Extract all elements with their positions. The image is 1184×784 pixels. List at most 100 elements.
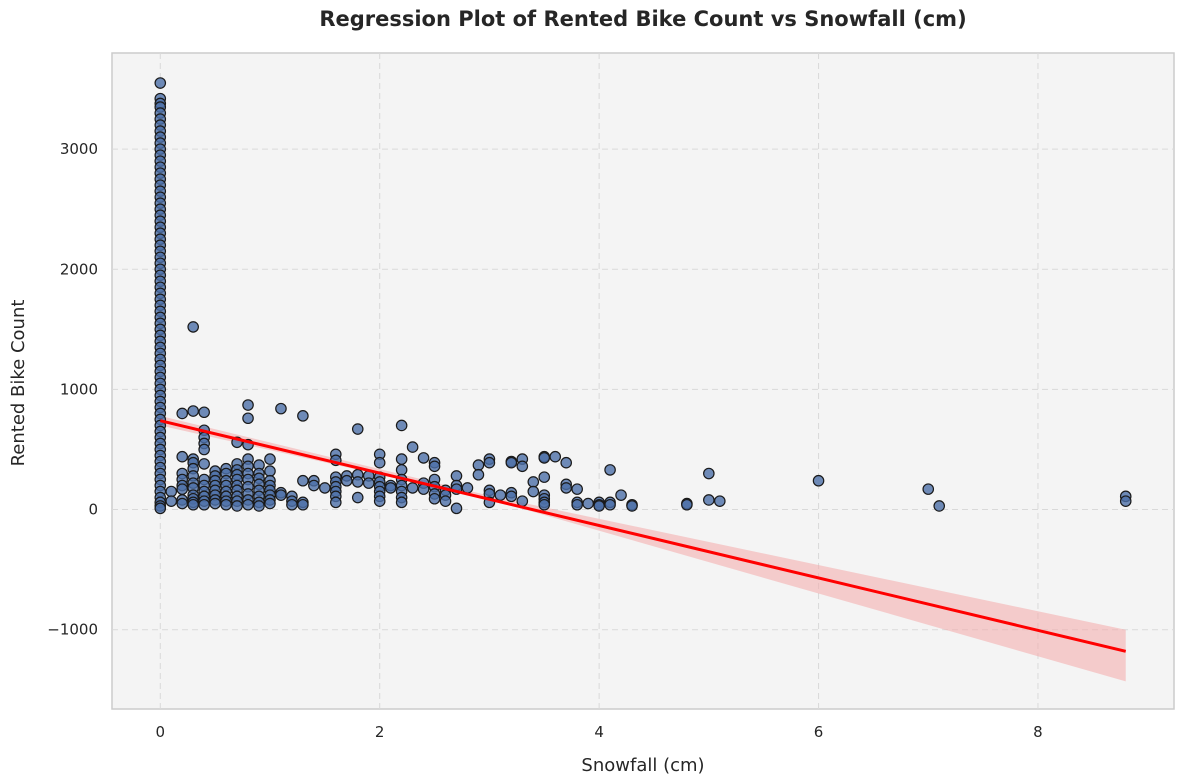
data-point xyxy=(417,452,430,464)
data-point xyxy=(922,483,935,495)
y-tick-label: −1000 xyxy=(47,621,98,639)
data-point xyxy=(176,497,189,510)
data-point xyxy=(297,474,309,487)
data-point xyxy=(428,460,441,473)
data-point xyxy=(187,405,199,417)
data-point xyxy=(395,453,408,465)
data-point xyxy=(505,490,518,503)
data-point xyxy=(297,410,309,422)
data-point xyxy=(560,482,573,494)
data-point xyxy=(560,456,573,469)
data-point xyxy=(351,476,364,488)
data-point xyxy=(242,399,254,411)
data-point xyxy=(461,482,474,494)
data-point xyxy=(351,491,364,504)
data-point xyxy=(428,492,441,505)
data-point xyxy=(626,500,638,512)
data-point xyxy=(308,479,320,492)
data-point xyxy=(1119,495,1132,507)
data-point xyxy=(165,495,178,507)
data-point xyxy=(330,496,342,509)
data-point xyxy=(406,482,419,494)
data-point xyxy=(713,495,726,507)
data-point xyxy=(395,496,408,509)
data-point xyxy=(340,474,353,487)
y-tick-label: 1000 xyxy=(60,380,98,398)
data-point xyxy=(165,485,178,498)
data-point xyxy=(933,500,946,512)
data-point xyxy=(604,498,616,511)
data-point xyxy=(450,502,463,515)
x-tick-label: 2 xyxy=(375,723,385,741)
data-point xyxy=(615,489,627,501)
data-point xyxy=(198,406,210,419)
data-point xyxy=(681,498,693,511)
data-point xyxy=(187,498,199,511)
data-point xyxy=(154,502,167,515)
data-point xyxy=(505,456,518,469)
data-point xyxy=(472,468,485,481)
data-point xyxy=(198,498,210,511)
regression-line xyxy=(159,419,1127,653)
data-point xyxy=(264,497,276,510)
x-axis-label: Snowfall (cm) xyxy=(581,755,704,776)
data-point xyxy=(362,477,375,489)
y-tick-labels: −1000 0 1000 2000 3000 xyxy=(47,140,98,639)
data-point xyxy=(242,412,254,425)
data-point xyxy=(582,497,594,510)
x-tick-labels: 0 2 4 6 8 xyxy=(155,723,1042,741)
scatter-points xyxy=(154,77,1132,515)
data-point xyxy=(264,465,276,477)
data-point xyxy=(549,450,562,463)
x-tick-label: 8 xyxy=(1033,723,1043,741)
data-point xyxy=(516,460,529,473)
data-point xyxy=(395,419,408,432)
data-point xyxy=(242,498,254,511)
x-tick-label: 6 xyxy=(814,723,824,741)
chart-title: Regression Plot of Rented Bike Count vs … xyxy=(319,7,966,31)
data-point xyxy=(593,500,605,512)
data-point xyxy=(527,476,540,488)
data-point xyxy=(494,489,507,501)
data-point xyxy=(472,459,485,471)
data-point xyxy=(187,321,199,333)
data-point xyxy=(439,495,452,507)
data-point xyxy=(220,498,232,511)
data-point xyxy=(231,500,243,512)
data-point xyxy=(373,495,386,507)
data-point xyxy=(703,467,715,480)
data-point xyxy=(319,482,331,494)
data-point xyxy=(198,443,210,456)
data-point xyxy=(384,482,397,494)
data-point xyxy=(395,464,408,476)
data-point xyxy=(275,489,287,501)
data-point xyxy=(253,500,265,512)
data-point xyxy=(571,483,583,495)
data-point xyxy=(450,470,463,482)
data-point xyxy=(483,456,496,469)
x-tick-label: 0 xyxy=(155,723,165,741)
data-point xyxy=(286,498,298,511)
data-point xyxy=(538,471,551,483)
data-point xyxy=(209,497,221,510)
data-point xyxy=(527,485,540,498)
data-point xyxy=(297,498,309,511)
x-tick-label: 4 xyxy=(594,723,604,741)
data-point xyxy=(703,494,715,506)
data-point xyxy=(198,458,210,470)
y-tick-label: 0 xyxy=(88,501,98,519)
data-point xyxy=(812,474,825,487)
regression-line-layer xyxy=(159,419,1127,653)
data-point xyxy=(264,453,276,465)
data-point xyxy=(176,483,189,495)
data-point xyxy=(538,452,551,464)
y-axis-label: Rented Bike Count xyxy=(8,300,29,467)
data-point xyxy=(604,464,616,476)
data-point xyxy=(176,450,189,463)
data-point xyxy=(275,402,287,415)
data-point xyxy=(538,498,551,511)
data-point xyxy=(406,441,419,453)
y-tick-label: 3000 xyxy=(60,140,98,158)
y-tick-label: 2000 xyxy=(60,260,98,278)
